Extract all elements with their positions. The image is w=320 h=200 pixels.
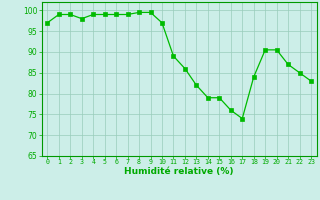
X-axis label: Humidité relative (%): Humidité relative (%) — [124, 167, 234, 176]
